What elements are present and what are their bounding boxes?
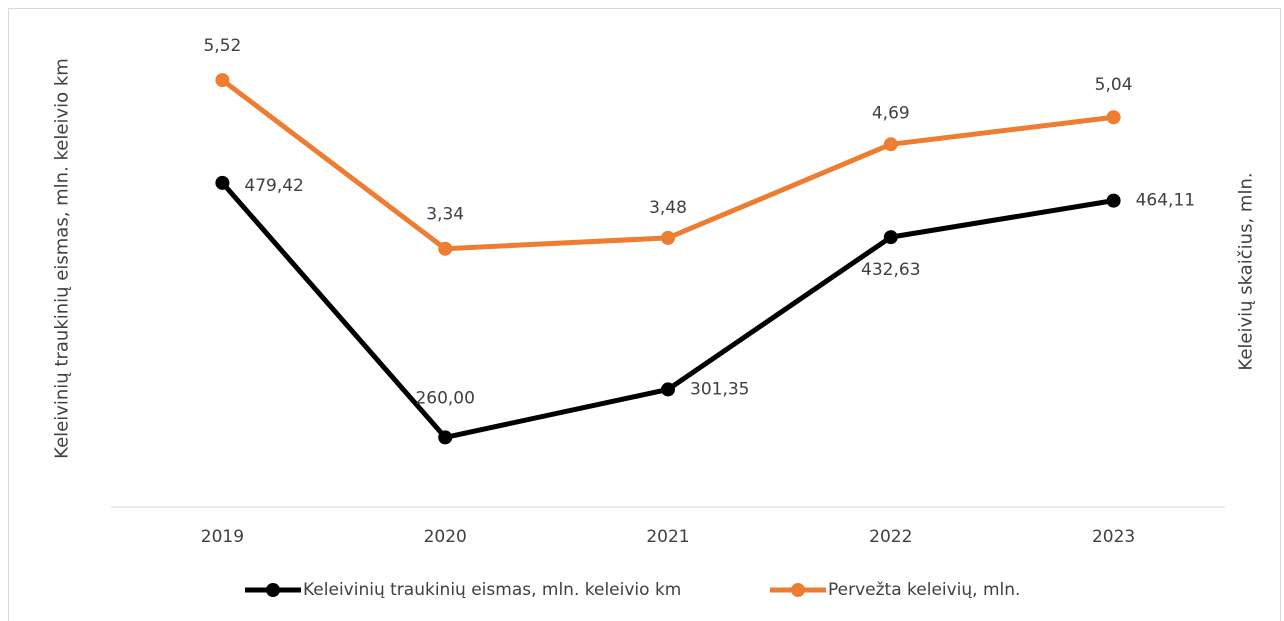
legend-marker	[791, 583, 805, 597]
y-axis-label: Keleivinių traukinių eismas, mln. keleiv…	[51, 58, 73, 459]
data-label: 5,52	[203, 36, 241, 56]
y2-axis-label: Keleivių skaičius, mln.	[1235, 172, 1257, 371]
x-tick-label: 2022	[869, 527, 912, 547]
data-label: 3,48	[649, 198, 687, 218]
x-tick-label: 2019	[201, 527, 244, 547]
data-point	[438, 430, 453, 445]
data-label: 479,42	[244, 176, 303, 196]
x-tick-label: 2020	[424, 527, 467, 547]
legend-label: Keleivinių traukinių eismas, mln. keleiv…	[303, 580, 681, 600]
data-label: 464,11	[1136, 191, 1195, 211]
data-point	[883, 137, 898, 152]
legend-label: Pervežta keleivių, mln.	[828, 580, 1020, 600]
data-point	[215, 175, 230, 190]
data-label: 5,04	[1095, 75, 1133, 95]
data-point	[883, 230, 898, 245]
data-label: 3,34	[426, 205, 464, 225]
data-point	[661, 382, 675, 397]
legend-marker	[266, 583, 280, 597]
x-tick-label: 2021	[646, 527, 689, 547]
series-line	[220, 181, 1115, 440]
data-point	[661, 230, 675, 245]
data-label: 260,00	[415, 388, 474, 408]
data-point	[1106, 193, 1121, 208]
data-point	[215, 73, 230, 88]
data-point	[438, 241, 453, 256]
data-label: 432,63	[861, 260, 920, 280]
data-point	[1106, 110, 1121, 125]
chart-border	[8, 8, 1281, 621]
x-tick-label: 2023	[1092, 527, 1135, 547]
data-label: 301,35	[690, 379, 749, 399]
data-label: 4,69	[872, 103, 910, 123]
